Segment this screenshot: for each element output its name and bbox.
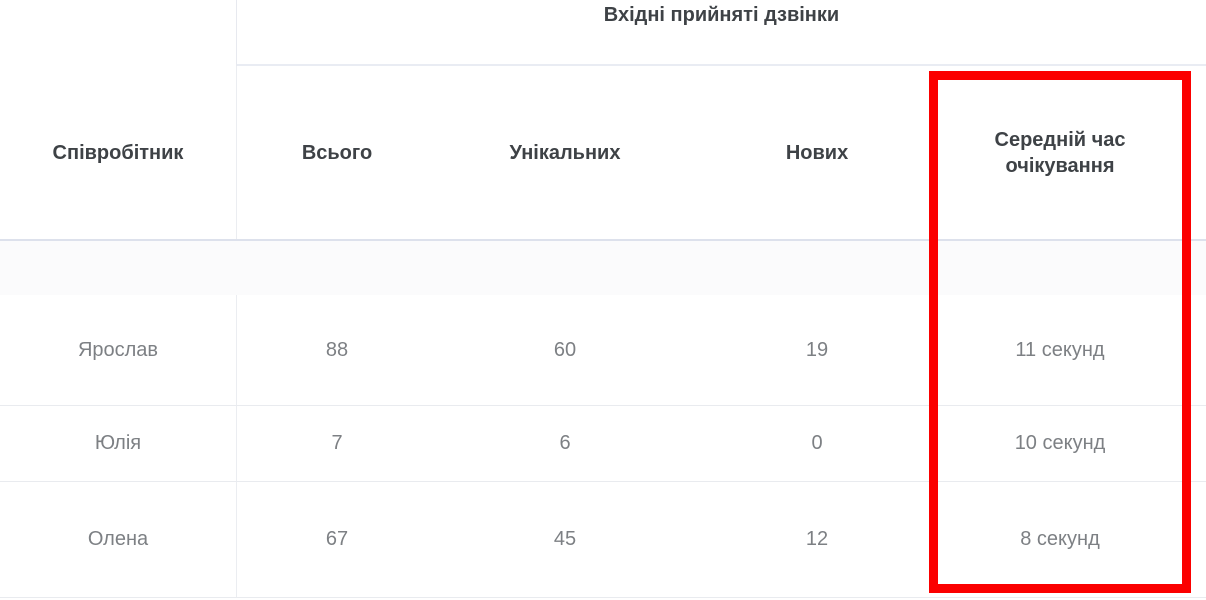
- employee-name-cell: Юлія: [0, 406, 237, 481]
- unique-cell: 6: [559, 432, 571, 454]
- column-header-unique: Унікальних: [509, 141, 621, 164]
- unique-cell: 60: [553, 338, 577, 361]
- avg-wait-cell: 10 секунд: [1014, 432, 1106, 454]
- table-row: Юлія 7 6 0 10 секунд: [0, 406, 1206, 482]
- employee-name-cell: Олена: [0, 482, 237, 597]
- new-cell: 12: [805, 528, 829, 550]
- group-header-title: Вхідні прийняті дзвінки: [603, 4, 840, 26]
- spacer-row: [0, 241, 1206, 295]
- total-cell: 88: [325, 338, 349, 361]
- unique-cell: 45: [553, 528, 577, 550]
- column-header-employee: Співробітник: [0, 66, 237, 239]
- column-header-avg-wait: Середній час очікування: [994, 128, 1126, 177]
- total-cell: 7: [331, 432, 343, 454]
- avg-wait-cell: 11 секунд: [1015, 338, 1105, 361]
- group-header-row: Вхідні прийняті дзвінки: [0, 0, 1206, 66]
- column-header-row: Співробітник Всього Унікальних Нових Сер…: [0, 66, 1206, 241]
- new-cell: 19: [805, 338, 829, 361]
- group-header-empty-cell: [0, 0, 237, 66]
- total-cell: 67: [325, 528, 349, 550]
- new-cell: 0: [811, 432, 823, 454]
- group-header-cell: Вхідні прийняті дзвінки: [237, 0, 1206, 66]
- avg-wait-cell: 8 секунд: [1020, 528, 1100, 550]
- column-header-total: Всього: [301, 141, 373, 164]
- column-header-new: Нових: [785, 141, 849, 164]
- table-row: Олена 67 45 12 8 секунд: [0, 482, 1206, 598]
- employee-name-cell: Ярослав: [0, 295, 237, 405]
- table-row: Ярослав 88 60 19 11 секунд: [0, 295, 1206, 406]
